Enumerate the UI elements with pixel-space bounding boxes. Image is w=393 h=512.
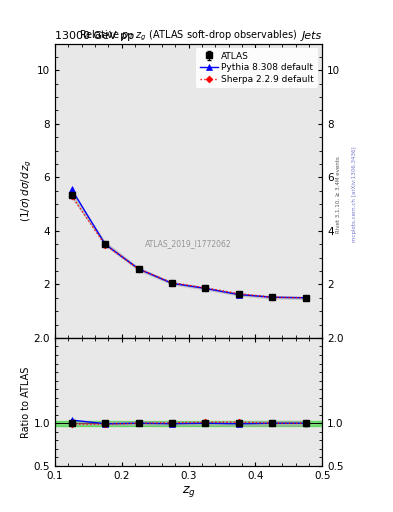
Pythia 8.308 default	[136, 266, 141, 272]
Sherpa 2.2.9 default	[103, 242, 108, 248]
Pythia 8.308 default	[203, 285, 208, 291]
Pythia 8.308 default	[69, 186, 74, 193]
Sherpa 2.2.9 default	[170, 280, 174, 286]
Text: Jets: Jets	[302, 31, 322, 41]
Pythia 8.308 default	[170, 280, 174, 286]
Pythia 8.308 default	[237, 291, 241, 297]
Title: Relative $p_T$ $z_g$ (ATLAS soft-drop observables): Relative $p_T$ $z_g$ (ATLAS soft-drop ob…	[79, 28, 298, 43]
Text: Rivet 3.1.10, ≥ 3.4M events: Rivet 3.1.10, ≥ 3.4M events	[336, 156, 341, 233]
Sherpa 2.2.9 default	[237, 291, 241, 297]
Sherpa 2.2.9 default	[270, 294, 274, 301]
Text: ATLAS_2019_I1772062: ATLAS_2019_I1772062	[145, 239, 232, 248]
Text: mcplots.cern.ch [arXiv:1306.3436]: mcplots.cern.ch [arXiv:1306.3436]	[352, 147, 357, 242]
X-axis label: $z_g$: $z_g$	[182, 483, 196, 499]
Line: Pythia 8.308 default: Pythia 8.308 default	[69, 186, 309, 301]
Pythia 8.308 default	[303, 295, 308, 301]
Line: Sherpa 2.2.9 default: Sherpa 2.2.9 default	[69, 194, 308, 300]
Pythia 8.308 default	[103, 241, 108, 247]
Bar	[55, 421, 322, 426]
Legend: ATLAS, Pythia 8.308 default, Sherpa 2.2.9 default: ATLAS, Pythia 8.308 default, Sherpa 2.2.…	[196, 48, 318, 88]
Y-axis label: Ratio to ATLAS: Ratio to ATLAS	[21, 366, 31, 438]
Sherpa 2.2.9 default	[203, 285, 208, 291]
Y-axis label: $(1/\sigma)\, d\sigma/d\, z_g$: $(1/\sigma)\, d\sigma/d\, z_g$	[20, 159, 34, 222]
Pythia 8.308 default	[270, 294, 274, 301]
Sherpa 2.2.9 default	[69, 193, 74, 199]
Sherpa 2.2.9 default	[303, 295, 308, 301]
Text: 13000 GeV pp: 13000 GeV pp	[55, 31, 134, 41]
Sherpa 2.2.9 default	[136, 266, 141, 272]
